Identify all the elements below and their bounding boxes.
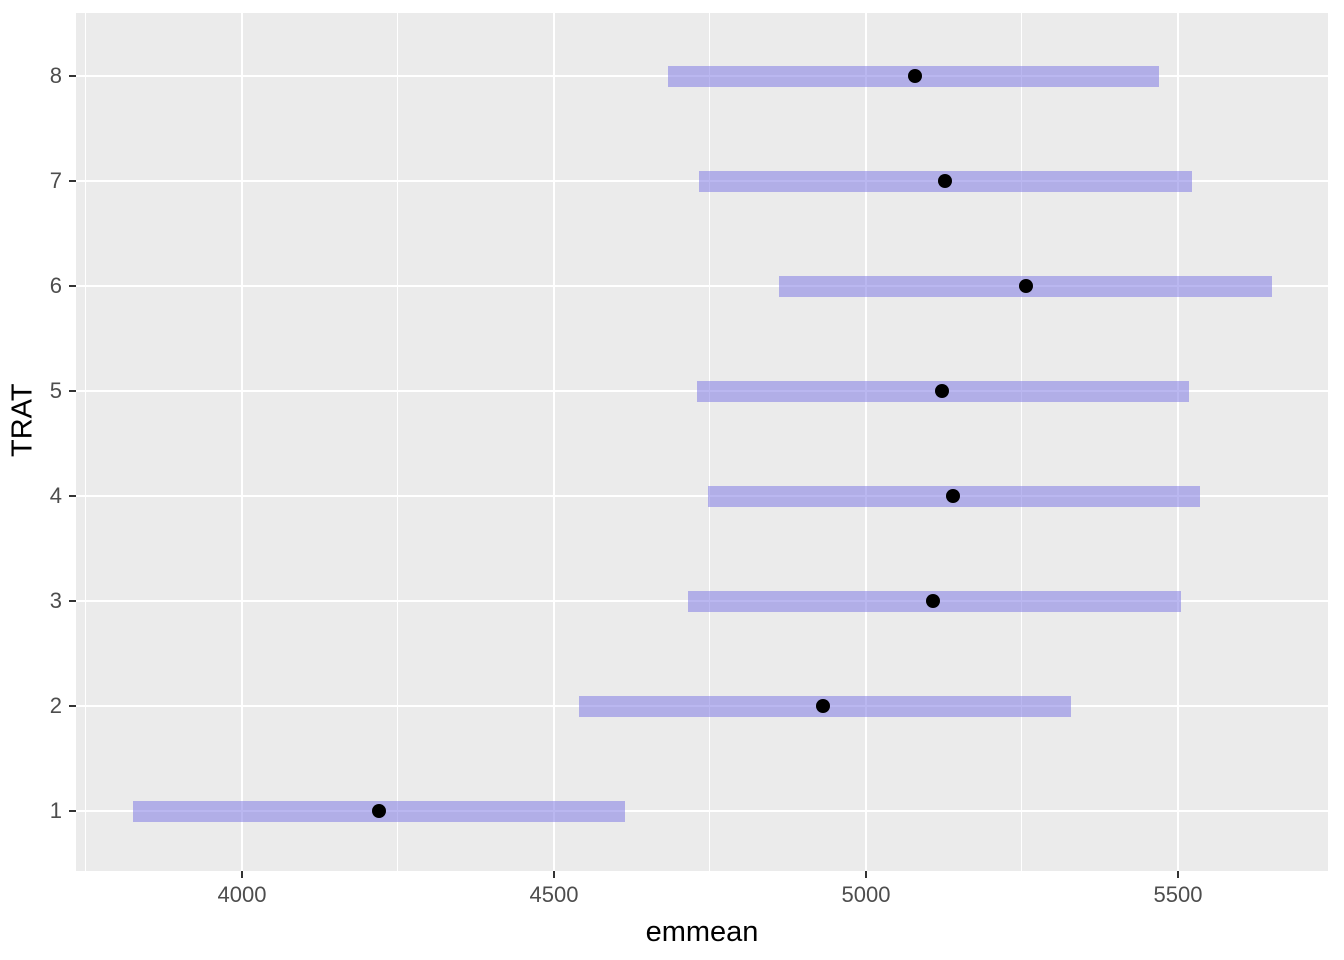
y-major-gridline (76, 285, 1328, 288)
point-estimate (925, 594, 940, 609)
y-tick-mark (69, 390, 76, 393)
y-tick-mark (69, 810, 76, 813)
x-tick-mark (864, 871, 867, 878)
x-axis-title: emmean (645, 916, 759, 948)
point-estimate (815, 699, 830, 714)
y-tick-mark (69, 495, 76, 498)
y-tick-label: 2 (49, 693, 62, 719)
x-tick-label: 5500 (1153, 882, 1203, 907)
point-estimate (907, 69, 922, 83)
y-tick-label: 3 (49, 588, 62, 614)
plot-panel (76, 13, 1328, 871)
y-tick-label: 5 (49, 378, 62, 404)
x-tick-mark (240, 871, 243, 878)
y-tick-label: 7 (49, 168, 62, 194)
point-estimate (372, 804, 387, 819)
y-tick-label: 4 (49, 483, 62, 509)
y-tick-mark (69, 285, 76, 288)
y-tick-mark (69, 75, 76, 77)
y-axis-title: TRAT (6, 383, 39, 457)
x-tick-label: 4000 (217, 882, 267, 907)
y-tick-label: 6 (49, 273, 62, 299)
y-tick-mark (69, 600, 76, 603)
x-minor-gridline (1021, 13, 1023, 871)
y-tick-mark (69, 180, 76, 183)
x-tick-label: 5000 (841, 882, 891, 907)
x-tick-label: 4500 (529, 882, 579, 907)
x-major-gridline (240, 13, 243, 871)
x-tick-mark (1176, 871, 1179, 878)
x-minor-gridline (397, 13, 399, 871)
y-tick-mark (69, 705, 76, 708)
y-major-gridline (76, 810, 1328, 813)
x-minor-gridline (709, 13, 711, 871)
x-tick-mark (552, 871, 555, 878)
point-estimate (1018, 279, 1033, 294)
y-tick-label: 1 (49, 798, 62, 824)
x-major-gridline (864, 13, 867, 871)
point-estimate (935, 384, 950, 399)
point-estimate (945, 489, 960, 504)
point-estimate (938, 174, 953, 189)
x-major-gridline (1176, 13, 1179, 871)
x-major-gridline (552, 13, 555, 871)
y-major-gridline (76, 495, 1328, 498)
x-minor-gridline (85, 13, 87, 871)
y-tick-label: 8 (49, 63, 62, 88)
